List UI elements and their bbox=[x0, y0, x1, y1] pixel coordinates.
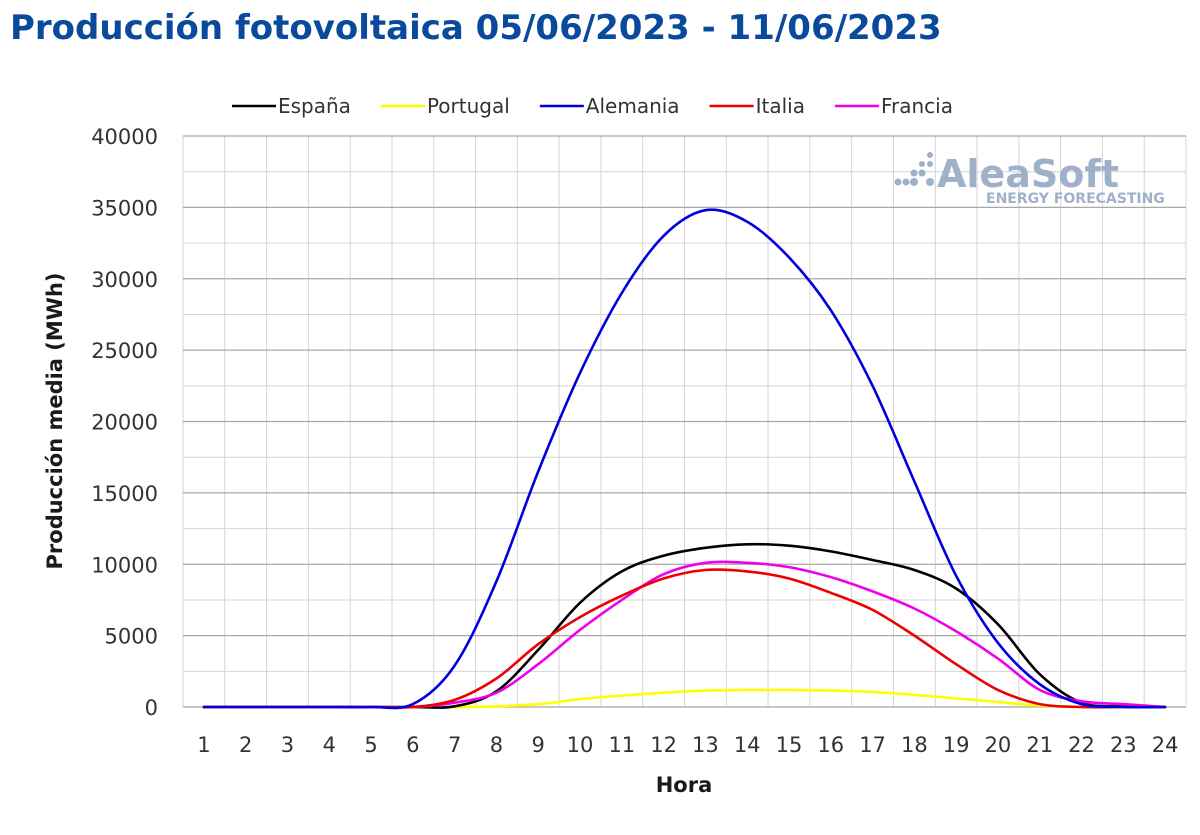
x-tick-label: 16 bbox=[817, 733, 844, 757]
x-tick-label: 8 bbox=[490, 733, 503, 757]
x-tick-label: 3 bbox=[281, 733, 294, 757]
x-tick-label: 4 bbox=[323, 733, 336, 757]
x-tick-label: 10 bbox=[567, 733, 594, 757]
x-tick-label: 24 bbox=[1152, 733, 1179, 757]
x-tick-label: 15 bbox=[776, 733, 803, 757]
logo-tagline: ENERGY FORECASTING bbox=[986, 191, 1165, 207]
legend: España Portugal Alemania Italia Francia bbox=[232, 94, 953, 118]
logo-dot bbox=[910, 169, 918, 177]
x-axis-label: Hora bbox=[656, 773, 713, 797]
chart-title: Producción fotovoltaica 05/06/2023 - 11/… bbox=[10, 8, 942, 48]
aleasoft-logo: AleaSoft ENERGY FORECASTING bbox=[894, 152, 1165, 207]
x-tick-label: 23 bbox=[1110, 733, 1137, 757]
x-axis-ticks: 1 2 3 4 5 6 7 8 9 10 11 12 13 14 15 16 17 18 19 20 21 22 23 24 bbox=[197, 733, 1178, 757]
x-tick-label: 1 bbox=[197, 733, 210, 757]
y-tick-label: 0 bbox=[145, 696, 158, 720]
x-tick-label: 21 bbox=[1026, 733, 1053, 757]
logo-dot bbox=[894, 178, 902, 186]
logo-dot bbox=[910, 178, 918, 186]
legend-label-italia: Italia bbox=[756, 94, 805, 118]
x-tick-label: 12 bbox=[650, 733, 677, 757]
y-tick-label: 30000 bbox=[91, 268, 158, 292]
x-tick-label: 7 bbox=[448, 733, 461, 757]
x-tick-label: 19 bbox=[943, 733, 970, 757]
x-tick-label: 22 bbox=[1068, 733, 1095, 757]
legend-label-españa: España bbox=[278, 94, 351, 118]
x-tick-label: 18 bbox=[901, 733, 928, 757]
y-axis-ticks: 0 5000 10000 15000 20000 25000 30000 35000 40000 bbox=[91, 125, 158, 720]
logo-dot bbox=[919, 161, 925, 167]
legend-label-francia: Francia bbox=[881, 94, 953, 118]
y-tick-label: 35000 bbox=[91, 196, 158, 220]
x-tick-label: 9 bbox=[532, 733, 545, 757]
x-tick-label: 17 bbox=[859, 733, 886, 757]
legend-label-alemania: Alemania bbox=[586, 94, 680, 118]
y-tick-label: 10000 bbox=[91, 553, 158, 577]
logo-name: AleaSoft bbox=[937, 152, 1119, 196]
logo-dot bbox=[926, 178, 934, 186]
grid-lines bbox=[182, 135, 1187, 708]
series-line-alemania bbox=[202, 208, 1167, 710]
x-tick-label: 13 bbox=[692, 733, 719, 757]
x-tick-label: 6 bbox=[406, 733, 419, 757]
legend-label-portugal: Portugal bbox=[427, 94, 510, 118]
y-tick-label: 20000 bbox=[91, 411, 158, 435]
x-tick-label: 20 bbox=[985, 733, 1012, 757]
logo-dot bbox=[927, 152, 933, 158]
logo-dot bbox=[902, 178, 910, 186]
x-tick-label: 11 bbox=[608, 733, 635, 757]
x-tick-label: 5 bbox=[364, 733, 377, 757]
x-tick-label: 14 bbox=[734, 733, 761, 757]
y-tick-label: 15000 bbox=[91, 482, 158, 506]
y-tick-label: 5000 bbox=[105, 625, 158, 649]
y-axis-label: Producción media (MWh) bbox=[43, 273, 67, 570]
logo-dot bbox=[927, 161, 933, 167]
series-lines bbox=[202, 208, 1167, 710]
x-tick-label: 2 bbox=[239, 733, 252, 757]
y-tick-label: 25000 bbox=[91, 339, 158, 363]
y-tick-label: 40000 bbox=[91, 125, 158, 149]
logo-dot bbox=[918, 169, 926, 177]
